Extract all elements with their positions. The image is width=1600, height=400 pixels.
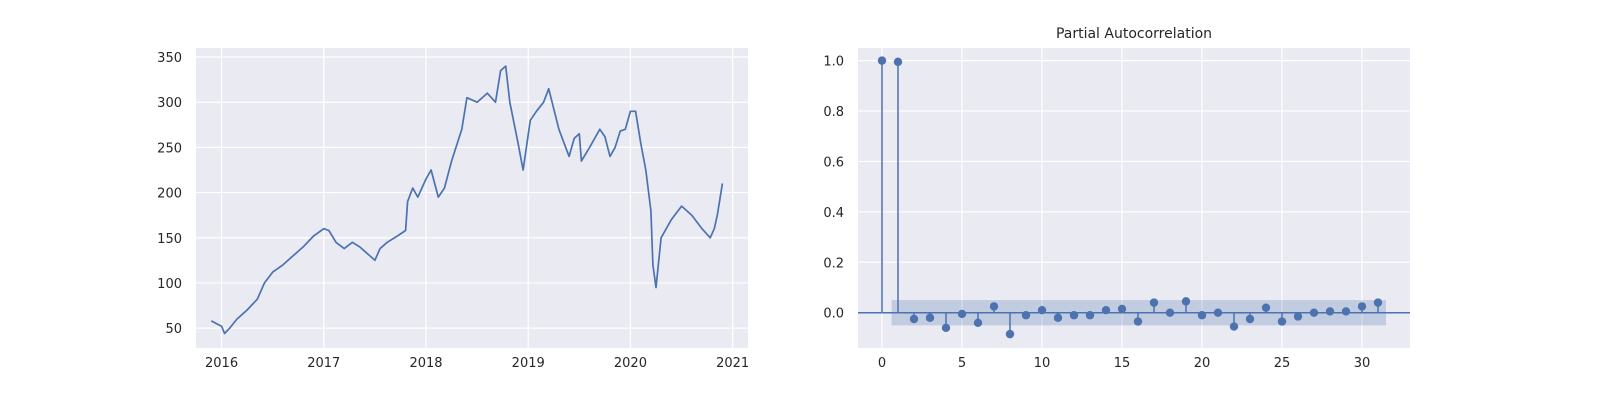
pacf-x-tick-label: 10 [1034,356,1051,371]
pacf-marker [1085,311,1095,320]
pacf-marker [1325,307,1335,316]
pacf-marker [1213,308,1223,317]
pacf-chart: 0 5 10 15 20 25 30 0.0 0.2 0.4 0.6 0.8 1.0 Partial Au… [823,26,1410,371]
price-x-tick-label: 2017 [307,356,340,371]
pacf-marker [1021,311,1031,320]
pacf-marker [1245,314,1255,324]
pacf-x-tick-label: 0 [878,356,886,371]
pacf-x-tick-label: 25 [1274,356,1291,371]
pacf-marker [1197,311,1207,320]
pacf-plot-area [858,48,1410,348]
pacf-marker [1133,317,1143,326]
pacf-marker [1101,305,1111,315]
pacf-marker [973,318,983,327]
pacf-x-tick-label: 5 [958,356,966,371]
pacf-marker [1181,297,1191,306]
price-x-tick-label: 2021 [716,356,749,371]
pacf-y-tick-label: 0.2 [823,256,844,271]
pacf-marker [1037,305,1047,315]
price-y-tick-label: 250 [157,141,182,156]
pacf-y-tick-label: 0.6 [823,155,844,170]
pacf-marker [893,57,903,67]
pacf-marker [1069,311,1079,320]
price-y-tick-label: 200 [157,187,182,202]
pacf-marker [1277,317,1287,326]
pacf-marker [909,314,919,324]
price-x-tick-label: 2019 [512,356,545,371]
pacf-y-tick-label: 1.0 [823,55,844,70]
pacf-marker [1117,304,1127,314]
pacf-marker [877,56,887,65]
price-y-tick-label: 150 [157,232,182,247]
pacf-x-tick-label: 30 [1354,356,1371,371]
pacf-y-tick-label: 0.8 [823,105,844,120]
pacf-marker [1261,303,1271,312]
pacf-marker [1373,298,1383,307]
pacf-marker [1357,302,1367,311]
pacf-marker [1149,298,1159,307]
price-plot-area [196,48,748,348]
pacf-y-tick-label: 0.4 [823,206,844,221]
pacf-marker [1341,307,1351,316]
price-x-tick-label: 2016 [205,356,238,371]
pacf-marker [1005,329,1015,339]
pacf-marker [1309,308,1319,317]
pacf-x-tick-label: 15 [1114,356,1131,371]
pacf-marker [1229,322,1239,331]
pacf-marker [925,313,935,322]
pacf-y-tick-label: 0.0 [823,307,844,322]
pacf-marker [1053,313,1063,322]
price-y-tick-label: 300 [157,96,182,111]
pacf-marker [957,309,967,319]
price-series-line [210,65,724,335]
pacf-marker [989,302,999,311]
price-line-chart: 2016 2017 2018 2019 2020 2021 50 100 150 200 250 30… [157,48,749,371]
price-x-tick-label: 2020 [614,356,647,371]
pacf-marker [1293,312,1303,321]
pacf-chart-title: Partial Autocorrelation [1056,26,1212,42]
price-y-tick-label: 100 [157,277,182,292]
pacf-marker [1165,308,1175,317]
price-y-tick-label: 350 [157,51,182,66]
pacf-marker [941,323,951,333]
price-x-tick-label: 2018 [409,356,442,371]
pacf-x-tick-label: 20 [1194,356,1211,371]
price-y-tick-label: 50 [165,322,182,337]
